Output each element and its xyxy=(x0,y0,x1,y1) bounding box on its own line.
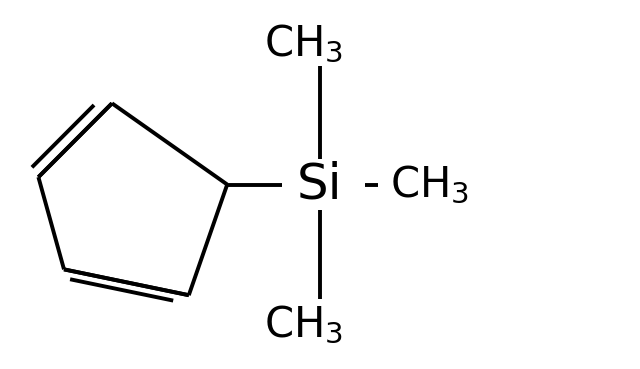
Text: $\mathsf{CH_3}$: $\mathsf{CH_3}$ xyxy=(264,23,344,65)
Text: Si: Si xyxy=(297,161,343,208)
Text: $\mathsf{CH_3}$: $\mathsf{CH_3}$ xyxy=(390,163,469,206)
Text: $\mathsf{CH_3}$: $\mathsf{CH_3}$ xyxy=(264,304,344,346)
